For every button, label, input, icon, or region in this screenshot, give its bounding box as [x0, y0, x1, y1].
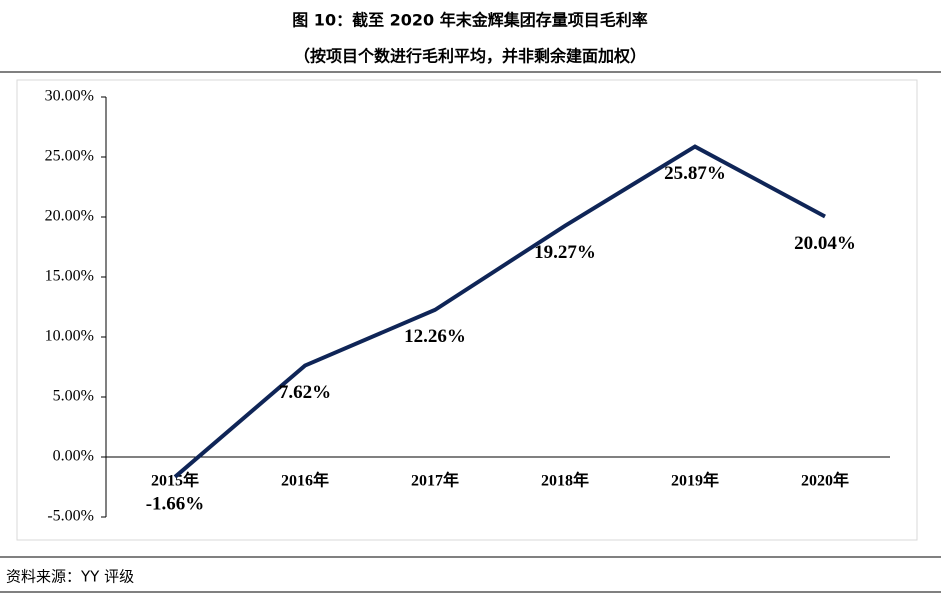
data-label: 12.26% — [404, 326, 466, 347]
y-tick-label: 5.00% — [53, 388, 94, 405]
y-tick-label: 15.00% — [45, 268, 94, 285]
data-label: 25.87% — [664, 163, 726, 184]
data-label: 19.27% — [534, 242, 596, 263]
data-label: 20.04% — [794, 233, 856, 254]
y-tick-label: 30.00% — [45, 88, 94, 105]
y-tick-label: -5.00% — [47, 508, 94, 525]
x-tick-label: 2020年 — [801, 471, 849, 490]
data-label: -1.66% — [146, 493, 205, 514]
x-tick-label: 2015年 — [151, 471, 199, 490]
x-tick-label: 2017年 — [411, 471, 459, 490]
x-tick-label: 2019年 — [671, 471, 719, 490]
source: 资料来源：YY 评级 — [6, 568, 134, 586]
data-label: 7.62% — [279, 382, 331, 403]
x-tick-label: 2018年 — [541, 471, 589, 490]
chart-title: 图 10：截至 2020 年末金辉集团存量项目毛利率 — [292, 11, 648, 30]
y-tick-label: 25.00% — [45, 148, 94, 165]
plot-frame — [16, 79, 918, 541]
y-tick-label: 10.00% — [45, 328, 94, 345]
y-tick-label: 0.00% — [53, 448, 94, 465]
y-tick-label: 20.00% — [45, 208, 94, 225]
chart-subtitle: （按项目个数进行毛利平均，并非剩余建面加权） — [294, 47, 646, 66]
line-series — [173, 144, 826, 479]
x-tick-label: 2016年 — [281, 471, 329, 490]
